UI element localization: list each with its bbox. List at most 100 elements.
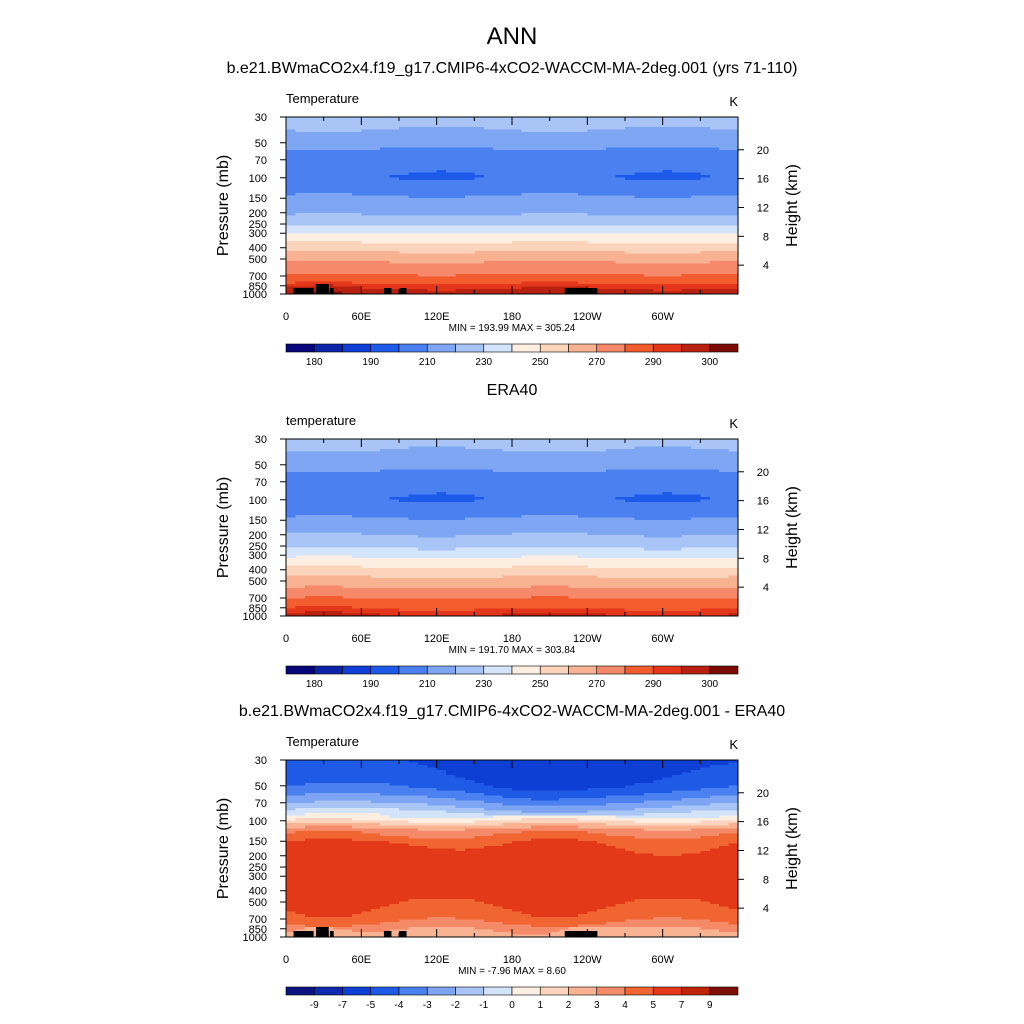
field-cell [464, 268, 475, 272]
field-cell [446, 223, 457, 227]
field-cell [719, 185, 730, 189]
field-cell [351, 283, 362, 288]
field-cell [559, 159, 570, 164]
field-cell [455, 122, 466, 126]
field-cell [446, 202, 457, 207]
field-cell [709, 268, 720, 272]
field-cell [342, 291, 353, 295]
field-cell [615, 192, 626, 196]
field-cell [502, 177, 513, 181]
field-cell [493, 117, 504, 121]
field-cell [653, 266, 664, 270]
field-cell [512, 210, 523, 214]
field-cell [464, 479, 475, 483]
field-cell [568, 119, 579, 123]
field-cell [474, 144, 485, 148]
field-cell [455, 182, 466, 186]
field-cell [643, 182, 654, 186]
field-cell [399, 192, 410, 196]
field-cell [681, 142, 692, 146]
field-cell [700, 202, 711, 207]
field-cell [483, 127, 494, 131]
field-cell [681, 273, 692, 277]
field-cell [483, 137, 494, 141]
field-cell [587, 149, 598, 153]
field-cell [596, 444, 607, 448]
field-cell [380, 139, 391, 143]
field-cell [446, 248, 457, 252]
field-cell [464, 444, 475, 448]
field-cell [351, 281, 362, 285]
field-cell [380, 210, 391, 214]
field-cell [653, 263, 664, 267]
field-cell [577, 134, 588, 138]
field-cell [540, 263, 551, 267]
field-cell [596, 446, 607, 450]
field-cell [596, 210, 607, 214]
field-cell [512, 251, 523, 255]
field-cell [634, 142, 645, 146]
field-cell [464, 441, 475, 445]
field-cell [681, 154, 692, 159]
field-cell [342, 474, 353, 478]
field-cell [483, 253, 494, 257]
field-cell [342, 202, 353, 207]
field-cell [643, 208, 654, 212]
field-cell [333, 159, 344, 164]
field-cell [521, 466, 532, 470]
field-cell [615, 147, 626, 151]
field-cell [568, 233, 579, 237]
field-cell [577, 202, 588, 207]
field-cell [304, 263, 315, 267]
field-cell [286, 471, 297, 475]
field-cell [634, 187, 645, 191]
field-cell [643, 117, 654, 121]
field-cell [709, 195, 720, 199]
field-cell [615, 197, 626, 202]
field-cell [728, 152, 739, 156]
field-cell [540, 144, 551, 148]
field-cell [380, 190, 391, 194]
field-cell [427, 119, 438, 123]
field-cell [653, 124, 664, 128]
field-cell [559, 182, 570, 186]
field-cell [653, 276, 664, 280]
field-cell [653, 253, 664, 257]
field-cell [559, 170, 570, 174]
field-cell [540, 208, 551, 212]
field-cell [700, 444, 711, 448]
field-cell [295, 256, 306, 260]
field-cell [643, 251, 654, 255]
field-cell [709, 281, 720, 285]
field-cell [351, 124, 362, 128]
field-cell [615, 165, 626, 169]
field-cell [314, 165, 325, 169]
field-cell [314, 258, 325, 262]
field-cell [728, 162, 739, 166]
field-cell [690, 441, 701, 445]
field-cell [728, 185, 739, 189]
field-cell [672, 286, 683, 290]
field-cell [295, 240, 306, 245]
field-cell [455, 446, 466, 450]
field-cell [417, 218, 428, 222]
field-cell [314, 213, 325, 217]
field-cell [314, 210, 325, 214]
field-cell [493, 159, 504, 164]
field-cell [530, 170, 541, 174]
field-cell [549, 182, 560, 186]
field-cell [549, 195, 560, 199]
field-cell [719, 449, 730, 453]
field-cell [370, 253, 381, 257]
field-cell [502, 152, 513, 156]
field-cell [370, 139, 381, 143]
field-cell [389, 154, 400, 159]
field-cell [493, 132, 504, 136]
field-cell [709, 152, 720, 156]
field-cell [502, 261, 513, 265]
field-cell [690, 223, 701, 227]
field-cell [606, 208, 617, 212]
field-cell [606, 233, 617, 237]
field-cell [596, 263, 607, 267]
field-cell [361, 278, 372, 282]
